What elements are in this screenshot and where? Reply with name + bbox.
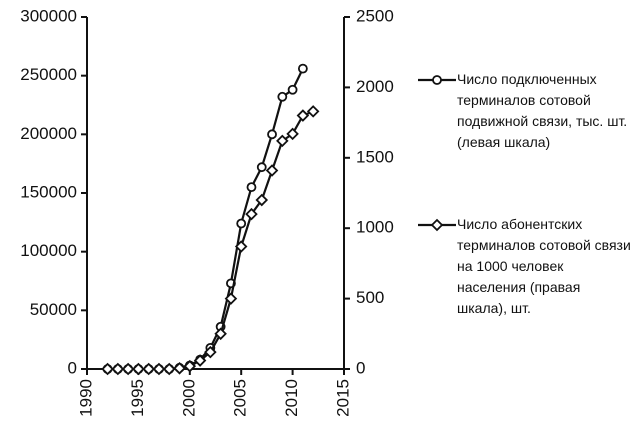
point xyxy=(255,193,269,207)
y2-tick-label: 1500 xyxy=(356,147,394,166)
point xyxy=(234,240,248,253)
x-tick-label: 1990 xyxy=(76,379,95,417)
series-line xyxy=(107,68,304,371)
point xyxy=(267,129,277,140)
point xyxy=(432,75,442,85)
y-tick-label: 250000 xyxy=(20,65,77,84)
point xyxy=(193,354,207,367)
y2-tick-label: 2500 xyxy=(356,6,394,25)
point xyxy=(297,63,308,74)
point xyxy=(132,362,145,376)
point xyxy=(236,218,247,229)
x-tick-label: 2005 xyxy=(231,379,250,417)
point xyxy=(162,362,176,376)
point xyxy=(306,105,320,118)
point xyxy=(111,362,125,376)
series-line xyxy=(107,110,314,371)
x-tick-label: 2015 xyxy=(333,379,352,417)
y-tick-label: 200000 xyxy=(20,124,77,143)
point xyxy=(204,345,217,359)
point xyxy=(276,134,289,148)
x-tick-label: 2010 xyxy=(282,379,301,417)
point xyxy=(265,164,279,177)
point xyxy=(277,91,288,102)
point xyxy=(246,182,257,193)
point xyxy=(142,362,155,376)
point xyxy=(286,127,299,141)
point xyxy=(121,362,135,376)
y-tick-label: 0 xyxy=(68,358,77,377)
point xyxy=(430,218,444,232)
point xyxy=(173,362,186,375)
y-tick-label: 50000 xyxy=(30,300,77,319)
point xyxy=(214,327,227,341)
x-tick-label: 2000 xyxy=(179,379,198,417)
y-tick-label: 150000 xyxy=(20,182,77,201)
point xyxy=(245,207,258,221)
y2-tick-label: 500 xyxy=(356,288,384,307)
legend-label: Число абонентских терминалов сотовой свя… xyxy=(457,216,631,316)
point xyxy=(256,162,267,173)
point xyxy=(101,362,114,376)
y-tick-label: 300000 xyxy=(20,6,77,25)
y2-tick-label: 2000 xyxy=(356,77,394,96)
y2-tick-label: 1000 xyxy=(356,218,394,237)
y-tick-label: 100000 xyxy=(20,241,77,260)
point xyxy=(224,292,238,305)
x-tick-label: 1995 xyxy=(128,379,147,417)
point xyxy=(152,362,166,376)
point xyxy=(296,109,310,122)
y2-tick-label: 0 xyxy=(356,358,365,377)
point xyxy=(183,359,197,373)
legend-label: Число подключенных терминалов сотовой по… xyxy=(457,71,628,150)
point xyxy=(287,84,298,95)
